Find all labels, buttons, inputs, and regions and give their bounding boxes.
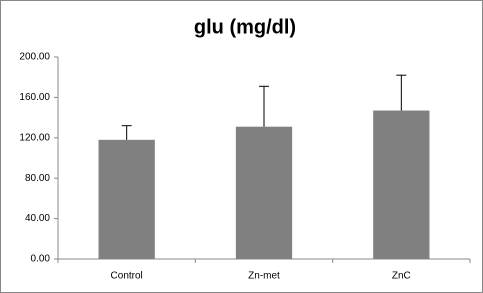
bar [373,110,430,259]
chart-title: glu (mg/dl) [194,16,296,38]
y-tick-label: 200.00 [19,52,50,63]
x-tick-label: Control [111,271,143,282]
bar [235,126,293,259]
x-tick-label: ZnC [392,271,411,282]
y-tick-label: 40.00 [25,213,50,224]
bar [98,139,155,259]
y-tick-label: 0.00 [31,254,51,265]
x-tick-label: Zn-met [248,271,280,282]
error-bar [259,85,269,127]
y-tick-label: 120.00 [19,132,50,143]
error-bar [396,74,407,111]
y-tick-label: 80.00 [25,173,50,184]
error-bar [121,125,132,140]
y-tick-label: 160.00 [19,92,50,103]
